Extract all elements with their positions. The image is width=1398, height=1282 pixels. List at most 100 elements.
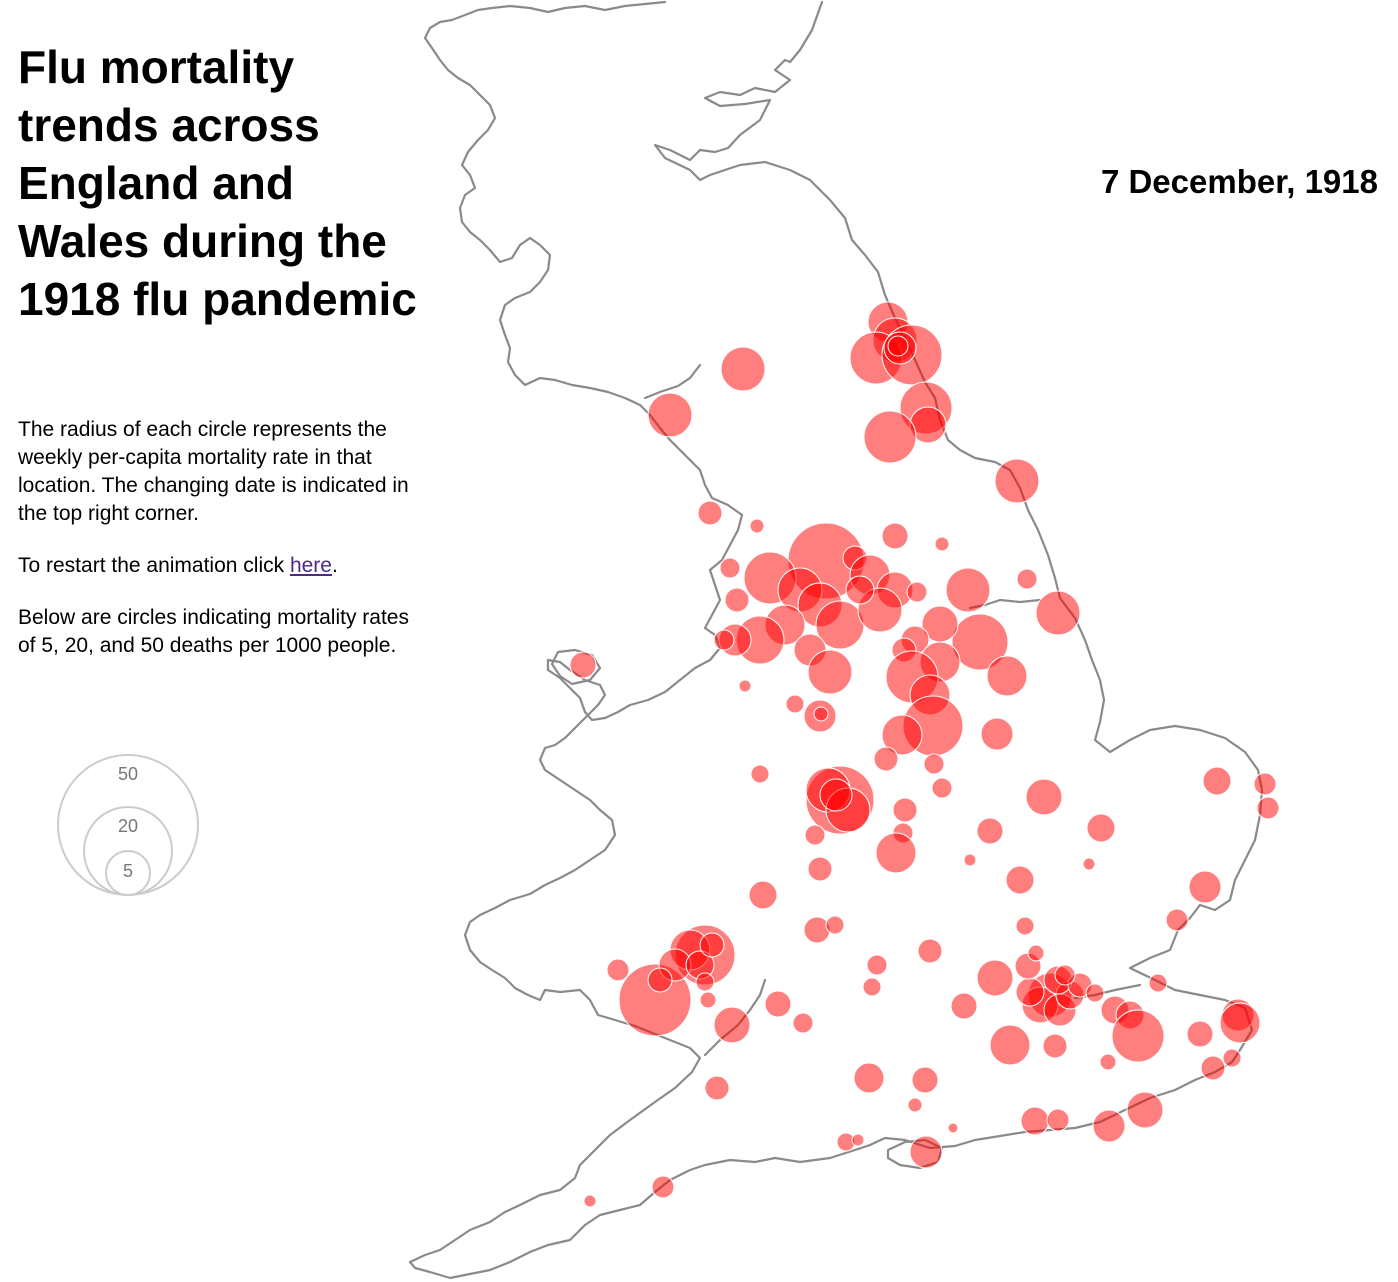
legend-label-20: 20 [118,816,138,836]
restart-link[interactable]: here [289,554,332,577]
mortality-circle [866,954,888,976]
coastline-solway [643,363,702,400]
mortality-circle [1020,1106,1050,1136]
mortality-circle [807,856,833,882]
mortality-circle [738,679,752,693]
mortality-circle [1111,1009,1165,1063]
mortality-circle [1200,1055,1226,1081]
mortality-circle [1046,1108,1070,1132]
mortality-circle [931,777,953,799]
description-text: The radius of each circle represents the… [18,418,409,525]
mortality-circle [875,832,917,874]
mortality-circle [764,990,792,1018]
mortality-circle [1042,1033,1068,1059]
mortality-circle [1015,916,1035,936]
mortality-circle [951,613,1009,671]
mortality-circle [986,655,1028,697]
date-label: 7 December, 1918 [1100,163,1378,200]
mortality-circle [1222,1048,1242,1068]
mortality-circle [1054,964,1076,986]
mortality-circle [911,1066,939,1094]
mortality-circle [1202,766,1232,796]
mortality-circle [785,694,805,714]
mortality-circle [749,518,765,534]
mortality-circle [1219,1002,1261,1044]
mortality-circle [923,753,945,775]
mortality-circle [906,581,928,603]
mortality-circle [750,764,770,784]
mortality-circle [862,977,882,997]
mortality-circle [892,797,918,823]
mortality-circle [950,992,978,1020]
mortality-circle [845,575,875,605]
mortality-circle [881,714,923,756]
mortality-circle [976,959,1014,997]
legend-circle-5 [105,850,151,896]
mortality-circle [1099,1053,1117,1071]
mortality-circle [647,392,693,438]
page-title: Flu mortality trends across England and … [18,41,417,325]
mortality-circle [748,880,778,910]
coastline-thames [1073,983,1142,1000]
mortality-circle [695,972,715,992]
mortality-circle [945,567,991,613]
mortality-circle [1092,1109,1126,1143]
mortality-circle [1085,983,1105,1003]
mortality-circle [873,746,899,772]
mortality-circle [917,938,943,964]
mortality-circle [569,651,597,679]
mortality-circle [976,817,1004,845]
mortality-circle [909,1135,943,1169]
mortality-circle [583,1194,597,1208]
mortality-circle [719,557,741,579]
restart-text-before: To restart the animation click [18,554,290,577]
mortality-circle [1015,977,1045,1007]
mortality-circle [980,717,1014,751]
mortality-circle [1148,973,1168,993]
mortality-circle [647,967,673,993]
mortality-circle [1025,778,1063,816]
mortality-circle [803,916,831,944]
mortality-circle [989,1024,1031,1066]
mortality-circle [881,522,909,550]
mortality-circle [697,500,723,526]
mortality-circle [618,963,692,1037]
mortality-circle [804,824,826,846]
mortality-circle [994,458,1040,504]
mortality-circle [1005,865,1035,895]
mortality-circle [825,915,845,935]
mortality-circle [1188,870,1222,904]
mortality-circle [699,991,717,1009]
mortality-circle [792,1012,814,1034]
legend: 50 20 5 [57,754,199,896]
mortality-circle [1253,772,1277,796]
mortality-circle [1186,1020,1214,1048]
mortality-circle [651,1175,675,1199]
restart-text: To restart the animation click here. [18,552,423,580]
mortality-circle [819,778,853,812]
mortality-circle [934,536,950,552]
mortality-circle [863,410,917,464]
mortality-circle [963,853,977,867]
mortality-circle [704,1075,730,1101]
legend-label-5: 5 [123,861,133,881]
mortality-circle [813,706,829,722]
coastline-anglesey [550,648,602,686]
mortality-circle [853,1062,885,1094]
mortality-circle [1256,796,1280,820]
mortality-circles [569,301,1280,1208]
legend-description: Below are circles indicating mortality r… [18,606,409,657]
mortality-circle [724,587,750,613]
mortality-circle [1082,857,1096,871]
mortality-circle [1126,1091,1164,1129]
mortality-circle [1086,813,1116,843]
mortality-circle [1016,568,1038,590]
mortality-circle [1027,944,1045,962]
mortality-circle [720,346,766,392]
restart-text-after: . [331,554,338,577]
mortality-circle [947,1122,959,1134]
mortality-circle [907,1097,923,1113]
mortality-circle [606,958,630,982]
mortality-circle [713,629,735,651]
